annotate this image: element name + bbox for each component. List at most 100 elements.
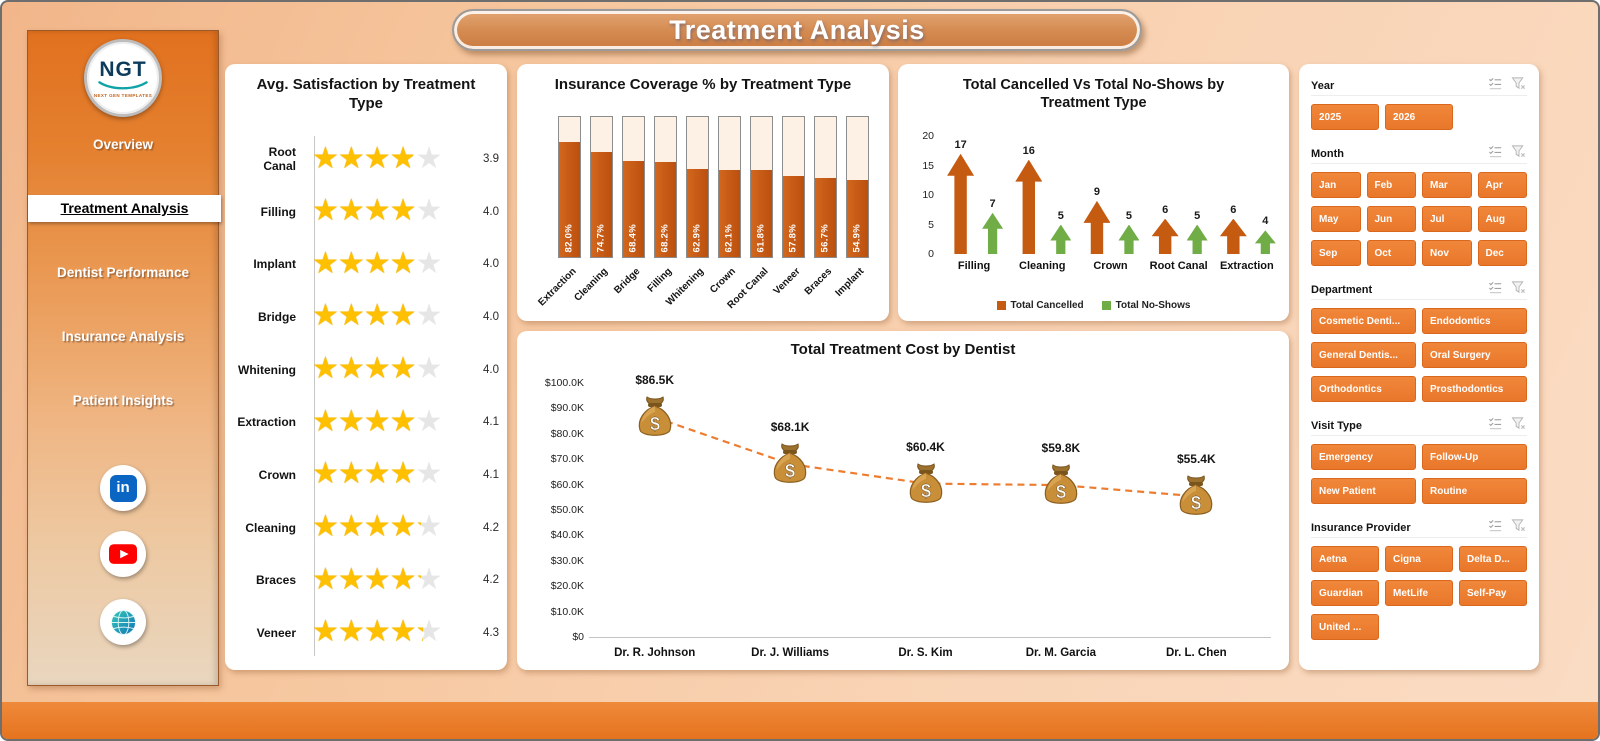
- category-label: Crown: [708, 266, 739, 296]
- rating-value: 4.0: [483, 258, 499, 271]
- filter-month-nov[interactable]: Nov: [1422, 240, 1472, 266]
- youtube-icon[interactable]: [100, 531, 146, 577]
- star-rating: ★★★★★★★★★★: [312, 564, 442, 596]
- title-banner: Treatment Analysis: [452, 9, 1142, 51]
- filter-visit-type-routine[interactable]: Routine: [1422, 478, 1527, 504]
- rating-value: 4.2: [483, 574, 499, 587]
- filter-month-jul[interactable]: Jul: [1422, 206, 1472, 232]
- svg-text:$: $: [1056, 482, 1066, 502]
- filter-department-endodontics[interactable]: Endodontics: [1422, 308, 1527, 334]
- filter-month-jun[interactable]: Jun: [1366, 206, 1416, 232]
- filter-visit-type-new-patient[interactable]: New Patient: [1311, 478, 1416, 504]
- filter-insurance-provider-aetna[interactable]: Aetna: [1311, 546, 1379, 572]
- filter-month-apr[interactable]: Apr: [1477, 172, 1527, 198]
- logo: NGT NEXT GEN TEMPLATES: [84, 39, 162, 117]
- money-bag-glyph: $: [909, 462, 942, 503]
- coverage-value: 54.9%: [851, 223, 863, 252]
- star-rating: ★★★★★★★★★★: [312, 248, 442, 280]
- data-label: $86.5K: [635, 373, 675, 388]
- filter-month-mar[interactable]: Mar: [1422, 172, 1472, 198]
- rating-value: 3.9: [483, 153, 499, 165]
- total-cancelled-arrow: [1083, 200, 1111, 254]
- category-label: Veneer: [256, 625, 296, 640]
- filter-insurance-provider-united[interactable]: United ...: [1311, 614, 1379, 640]
- category-label: Whitening: [238, 362, 296, 377]
- chart-title: Insurance Coverage % by Treatment Type: [554, 76, 852, 93]
- sidebar-item-dentist-performance[interactable]: Dentist Performance: [56, 265, 190, 280]
- data-label: 6: [1162, 203, 1169, 216]
- filter-insurance-provider-cigna[interactable]: Cigna: [1385, 546, 1453, 572]
- filter-label-month: Month: [1311, 148, 1344, 160]
- total-no-shows-arrow: [1254, 230, 1276, 254]
- filter-year-2025[interactable]: 2025: [1311, 104, 1379, 130]
- star-track: ★★★★★: [312, 299, 442, 333]
- star-fill: ★★★★★: [312, 564, 421, 595]
- rating-value: 4.0: [483, 205, 499, 218]
- funnel-glyph: [1511, 281, 1526, 294]
- data-label: 7: [989, 197, 996, 210]
- multi-select-icon[interactable]: [1488, 144, 1504, 160]
- cost-plot: $ $86.5K Dr. R. Johnson $ $68.1K Dr. J. Will…: [517, 331, 1289, 670]
- sidebar-item-insurance-analysis[interactable]: Insurance Analysis: [61, 329, 185, 344]
- money-bag-glyph: $: [1044, 464, 1078, 504]
- data-label: 5: [1057, 209, 1064, 222]
- multi-select-icon[interactable]: [1488, 280, 1504, 296]
- filter-visit-type-emergency[interactable]: Emergency: [1311, 444, 1416, 470]
- filter-visit-type-follow-up[interactable]: Follow-Up: [1422, 444, 1527, 470]
- legend-item: Total No-Shows: [1101, 300, 1191, 311]
- filter-month-aug[interactable]: Aug: [1477, 206, 1527, 232]
- filter-department-orthodontics[interactable]: Orthodontics: [1311, 376, 1416, 402]
- filter-insurance-provider-delta-d[interactable]: Delta D...: [1459, 546, 1527, 572]
- category-label: Bridge: [612, 266, 643, 297]
- coverage-bar-fill: [750, 170, 772, 257]
- y-axis-tick: 10: [922, 189, 934, 201]
- satisfaction-row: Cleaning ★★★★★★★★★★ 4.2: [235, 503, 501, 553]
- coverage-bar-fill: [622, 161, 644, 257]
- filter-month-dec[interactable]: Dec: [1477, 240, 1527, 266]
- filter-insurance-provider-metlife[interactable]: MetLife: [1385, 580, 1453, 606]
- filter-month-oct[interactable]: Oct: [1366, 240, 1416, 266]
- clear-filter-icon[interactable]: [1511, 76, 1527, 92]
- filter-insurance-provider-guardian[interactable]: Guardian: [1311, 580, 1379, 606]
- clear-filter-icon[interactable]: [1511, 416, 1527, 432]
- total-cancelled-swatch: [996, 301, 1006, 310]
- category-label: Implant: [253, 257, 296, 272]
- filter-department-cosmetic-denti[interactable]: Cosmetic Denti...: [1311, 308, 1416, 334]
- filter-month-sep[interactable]: Sep: [1311, 240, 1361, 266]
- sidebar-item-overview[interactable]: Overview: [92, 137, 154, 152]
- y-axis-tick: $40.0K: [550, 529, 584, 542]
- multi-select-icon[interactable]: [1488, 416, 1504, 432]
- coverage-bar: 62.1%: [717, 116, 741, 258]
- coverage-value: 62.9%: [691, 223, 703, 252]
- sidebar-item-treatment-analysis[interactable]: Treatment Analysis: [28, 195, 221, 222]
- filter-month-feb[interactable]: Feb: [1366, 172, 1416, 198]
- star-fill: ★★★★★: [312, 459, 418, 490]
- filter-month-jan[interactable]: Jan: [1311, 172, 1361, 198]
- star-track: ★★★★★: [312, 141, 442, 175]
- clear-filter-icon[interactable]: [1511, 280, 1527, 296]
- sidebar-item-patient-insights[interactable]: Patient Insights: [72, 393, 174, 408]
- filter-department-oral-surgery[interactable]: Oral Surgery: [1422, 342, 1527, 368]
- coverage-value: 68.4%: [627, 223, 639, 252]
- category-label: Crown: [258, 467, 296, 482]
- coverage-bar: 61.8%: [749, 116, 773, 258]
- website-icon[interactable]: [100, 599, 146, 645]
- globe-icon: [110, 609, 136, 635]
- filter-year-2026[interactable]: 2026: [1385, 104, 1453, 130]
- filter-department-general-dentis[interactable]: General Dentis...: [1311, 342, 1416, 368]
- multi-select-icon[interactable]: [1488, 76, 1504, 92]
- clear-filter-icon[interactable]: [1511, 518, 1527, 534]
- clear-filter-icon[interactable]: [1511, 144, 1527, 160]
- multi-select-glyph: [1489, 281, 1502, 294]
- coverage-value: 57.8%: [787, 223, 799, 252]
- legend-label: Total No-Shows: [1115, 300, 1191, 311]
- linkedin-icon[interactable]: in: [100, 465, 146, 511]
- filter-insurance-provider-self-pay[interactable]: Self-Pay: [1459, 580, 1527, 606]
- rating-value: 4.0: [483, 363, 499, 376]
- coverage-value: 68.2%: [659, 223, 671, 252]
- total-no-shows-swatch: [1101, 301, 1111, 310]
- filter-department-prosthodontics[interactable]: Prosthodontics: [1422, 376, 1527, 402]
- filter-month-may[interactable]: May: [1311, 206, 1361, 232]
- multi-select-icon[interactable]: [1488, 518, 1504, 534]
